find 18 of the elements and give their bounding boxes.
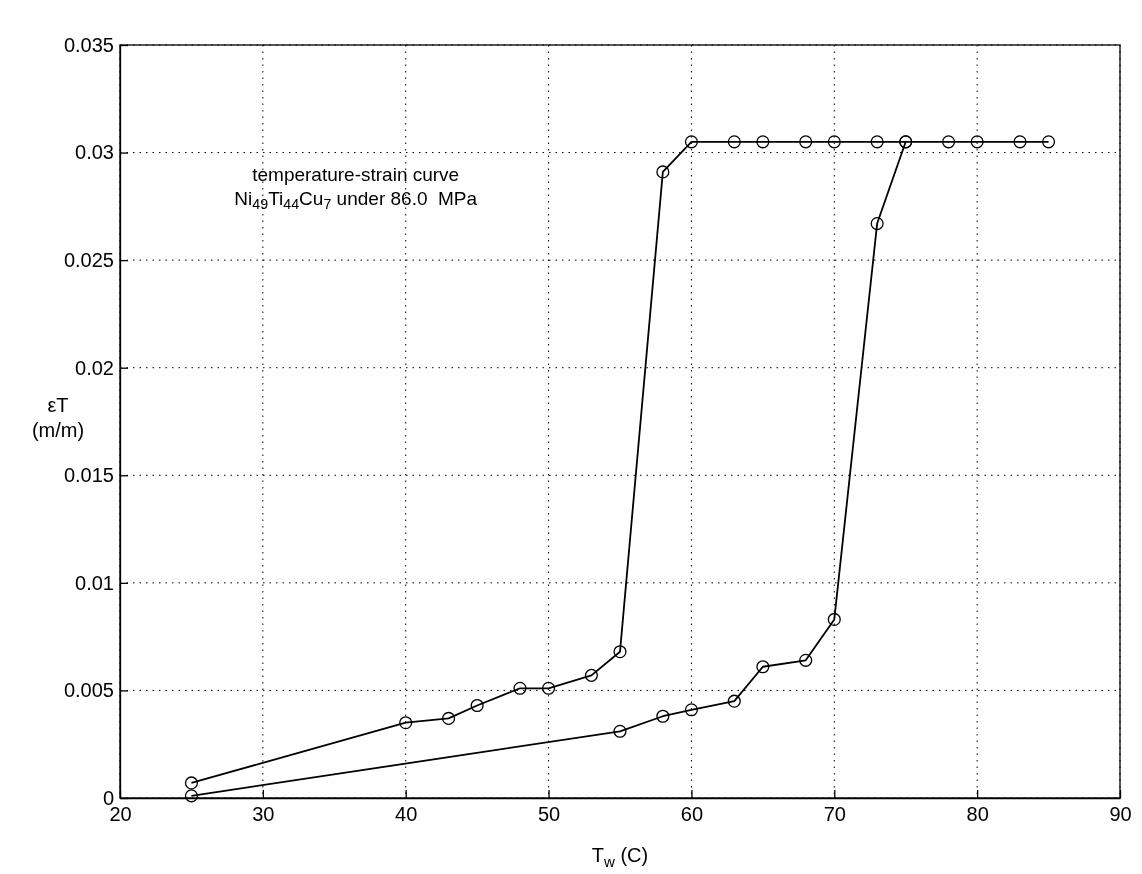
y-tick-label: 0.015 [63,464,114,487]
y-tick-label: 0.005 [63,679,114,702]
x-tick-label: 60 [680,803,704,825]
y-axis-title: εT (m/m) [31,393,85,441]
x-tick-label: 80 [966,803,989,825]
annotation: Ni$_{49}$Ti$_{44}$Cu$_{7}$ under 86.0 MPa [234,188,478,213]
x-tick-label: 70 [823,803,846,825]
y-tick-label: 0.03 [75,141,114,164]
x-tick-label: 50 [537,803,561,825]
y-tick-label: 0.01 [75,571,114,594]
x-axis-title: T$_{w}$ (C) [591,844,649,870]
x-tick-label: 40 [395,803,418,825]
y-tick-label: 0.02 [75,356,114,379]
x-tick-label: 90 [1109,803,1132,825]
y-tick-label: 0.025 [63,249,114,272]
x-tick-label: 30 [252,803,275,825]
y-tick-label: 0.035 [63,33,114,56]
annotation: temperature-strain curve [252,164,460,185]
